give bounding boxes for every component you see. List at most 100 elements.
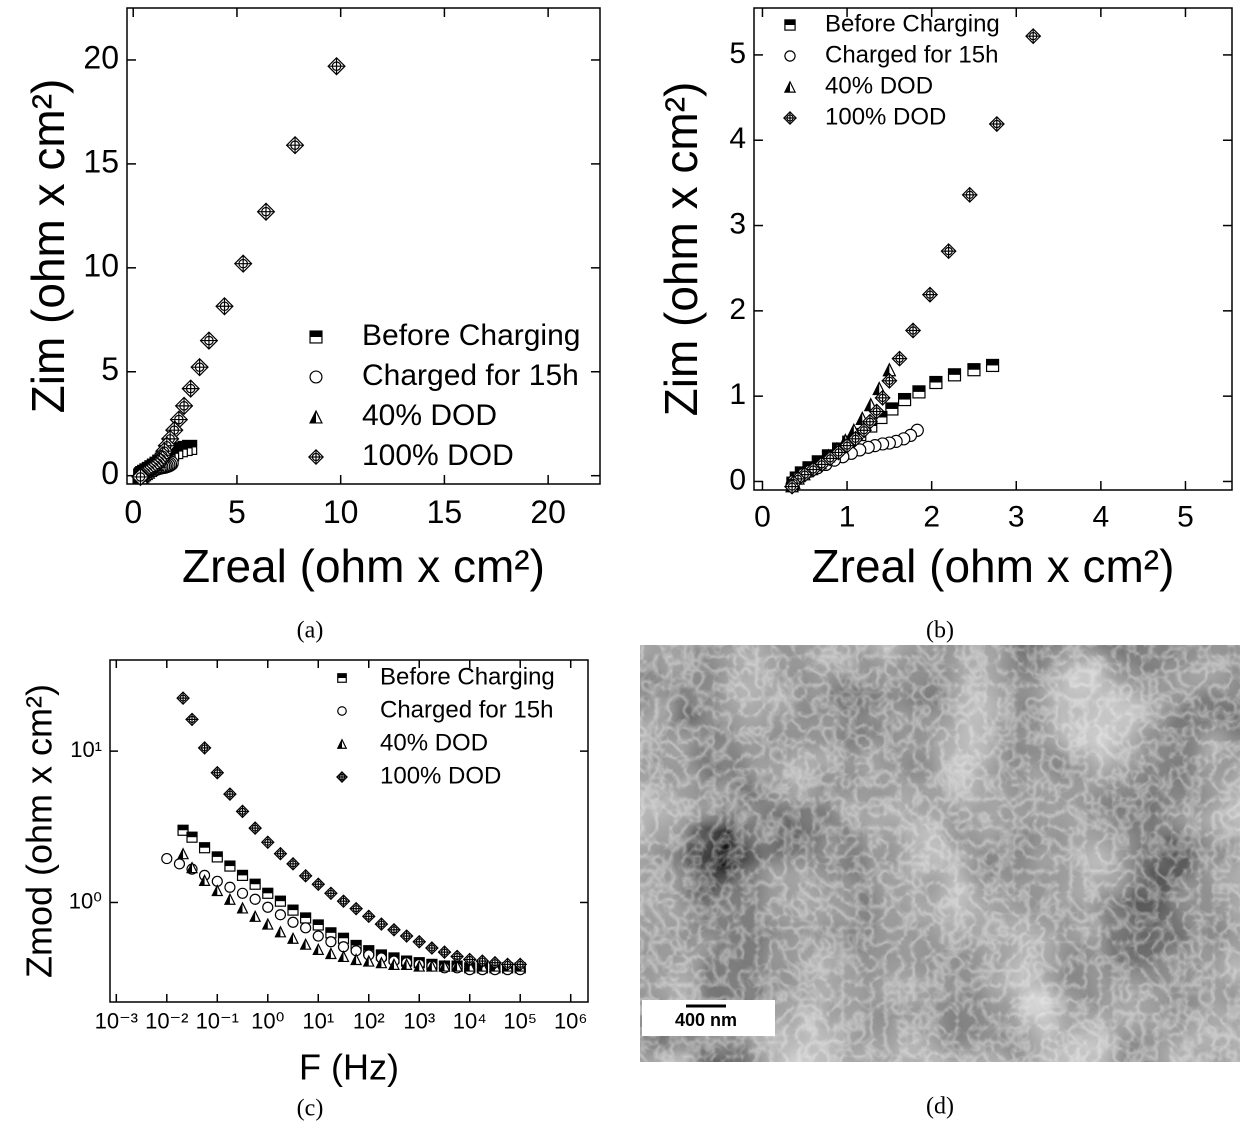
legend-marker — [783, 111, 797, 125]
data-point — [940, 243, 957, 260]
data-point — [312, 943, 325, 955]
y-axis-title: Zmod (ohm x cm²) — [19, 684, 60, 978]
data-point — [236, 869, 249, 881]
data-point — [349, 901, 363, 916]
data-point — [350, 953, 363, 966]
data-point — [287, 931, 299, 944]
data-point — [324, 947, 337, 960]
data-point — [388, 958, 400, 970]
y-axis-title: Zim (ohm x cm²) — [655, 82, 707, 417]
data-point — [425, 941, 439, 955]
x-tick-label: 0 — [124, 494, 142, 530]
marker-fill — [351, 954, 357, 965]
data-point — [399, 929, 414, 943]
legend-marker — [337, 673, 347, 683]
marker-fill — [388, 959, 394, 970]
data-point — [300, 922, 312, 934]
data-point — [199, 331, 219, 350]
marker-fill — [199, 875, 205, 886]
marker-outline — [249, 893, 261, 905]
data-point — [249, 878, 261, 890]
marker-fill — [883, 363, 890, 376]
data-point — [874, 389, 891, 406]
marker-fill — [310, 331, 322, 337]
data-point — [462, 952, 477, 967]
marker-fill — [414, 961, 420, 972]
marker-fill — [212, 851, 223, 857]
data-point — [784, 478, 801, 495]
x-tick-label: 10⁻³ — [95, 1009, 138, 1034]
marker-outline — [224, 881, 236, 893]
data-point — [967, 363, 981, 377]
legend-label: Charged for 15h — [380, 696, 553, 723]
legend-marker — [783, 80, 797, 93]
data-point — [1025, 28, 1042, 45]
chart: 0 5 10 15 20 0 5 10 15 20 Zreal (ohm x cm²) Zim (oh… — [22, 7, 601, 644]
legend-marker — [336, 771, 348, 783]
marker-outline — [274, 909, 287, 921]
data-point — [312, 930, 324, 942]
data-point — [947, 368, 962, 382]
data-point — [361, 909, 376, 924]
data-point — [387, 922, 401, 937]
x-tick-label: 10² — [353, 1009, 385, 1034]
legend: Before Charging Charged for 15h 40% DOD 100… — [308, 319, 580, 472]
panel-caption: (c) — [297, 1096, 324, 1122]
data-point — [855, 422, 873, 439]
data-point — [438, 959, 451, 972]
legend-marker — [309, 330, 323, 344]
legend-label: 40% DOD — [380, 729, 488, 756]
data-point — [805, 461, 822, 478]
data-point — [224, 881, 236, 893]
marker-fill — [426, 961, 432, 972]
legend-marker — [784, 50, 796, 62]
marker-fill — [310, 411, 316, 423]
marker-fill — [986, 359, 999, 366]
data-point — [287, 916, 299, 928]
data-point — [198, 842, 211, 854]
marker-fill — [363, 956, 369, 967]
y-tick-label: 0 — [101, 455, 119, 491]
data-point — [362, 954, 375, 967]
marker-fill — [212, 885, 218, 896]
data-point — [312, 919, 324, 931]
marker-fill — [313, 944, 319, 955]
data-point — [223, 787, 237, 801]
legend-label: Charged for 15h — [825, 41, 998, 68]
data-point — [450, 949, 464, 964]
marker-fill — [439, 961, 445, 972]
data-point — [488, 955, 502, 970]
marker-fill — [929, 376, 942, 383]
marker-fill — [351, 940, 362, 946]
data-point — [451, 959, 464, 972]
data-point — [131, 467, 150, 487]
x-axis-title: Zreal (ohm x cm²) — [182, 540, 545, 592]
marker-fill — [325, 927, 336, 933]
x-tick-label: 10⁴ — [453, 1009, 487, 1034]
marker-fill — [337, 739, 342, 749]
data-point — [881, 372, 898, 389]
marker-fill — [178, 825, 189, 831]
marker-outline — [236, 887, 249, 899]
marker-fill — [313, 919, 324, 925]
x-tick-label: 4 — [1093, 500, 1110, 533]
marker-fill — [237, 870, 248, 876]
y-axis-title: Zim (ohm x cm²) — [22, 79, 74, 414]
marker-fill — [300, 912, 311, 918]
marker-fill — [178, 848, 184, 859]
marker-fill — [401, 959, 407, 970]
x-axis-title: F (Hz) — [299, 1047, 399, 1088]
data-point — [336, 894, 351, 909]
y-tick-label: 5 — [729, 37, 746, 70]
legend-label: 100% DOD — [380, 762, 501, 789]
data-point — [905, 322, 922, 339]
plot-frame — [109, 659, 589, 1003]
marker-outline — [300, 922, 312, 934]
x-axis-title: Zreal (ohm x cm²) — [812, 540, 1175, 592]
marker-fill — [363, 945, 374, 951]
marker-fill — [275, 896, 286, 902]
marker-fill — [288, 905, 299, 911]
legend-label: Charged for 15h — [362, 359, 579, 392]
x-tick-label: 5 — [228, 494, 246, 530]
